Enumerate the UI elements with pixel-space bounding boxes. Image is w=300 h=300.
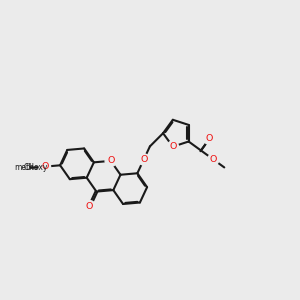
Circle shape: [204, 133, 215, 145]
Circle shape: [167, 141, 178, 152]
Text: O: O: [210, 155, 217, 164]
Circle shape: [208, 154, 219, 165]
Text: O: O: [140, 155, 148, 164]
Text: methoxy: methoxy: [14, 164, 47, 172]
Text: O: O: [86, 202, 93, 211]
Circle shape: [105, 155, 116, 166]
Text: O: O: [107, 156, 114, 165]
Circle shape: [39, 161, 51, 172]
Text: O: O: [169, 142, 176, 151]
Text: O: O: [41, 162, 49, 171]
Circle shape: [84, 200, 95, 212]
Circle shape: [138, 154, 149, 165]
Text: O: O: [206, 134, 213, 143]
Text: CH₃: CH₃: [23, 164, 38, 172]
